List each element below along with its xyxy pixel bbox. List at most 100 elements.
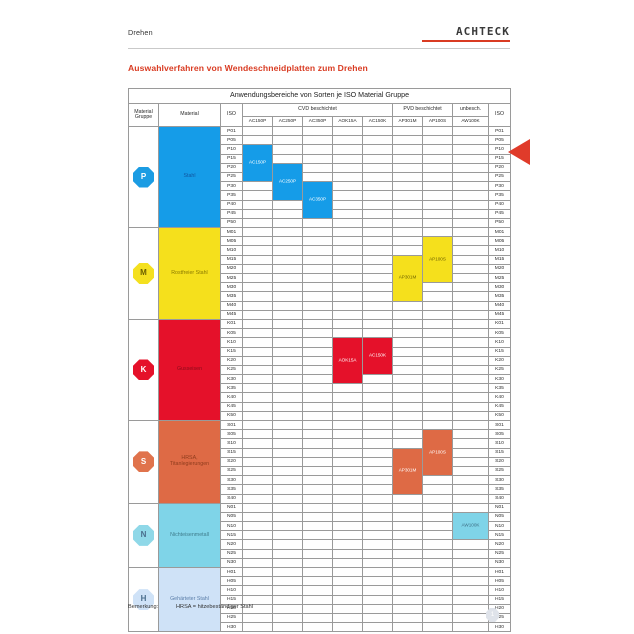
grade-cell-empty xyxy=(302,465,333,477)
grade-cell-empty xyxy=(422,291,453,302)
table-row: M Rostfreier Stahl M01 M01 xyxy=(128,227,512,320)
grade-cell-empty xyxy=(362,263,393,275)
grade-cell-empty xyxy=(392,594,423,605)
table-row: H30 H30 xyxy=(129,622,512,633)
grade-cell-empty xyxy=(392,171,423,183)
grade-cell-empty xyxy=(302,328,333,339)
grade-cell-empty xyxy=(242,622,273,633)
grade-cell-empty xyxy=(422,566,453,578)
grade-cell-empty xyxy=(272,263,303,275)
table-row: H15 H15 xyxy=(129,594,512,605)
table-row: P20 AC250P P20 xyxy=(129,162,512,201)
iso-code-left: P30 xyxy=(220,181,243,192)
grade-cell-empty xyxy=(272,383,303,394)
grade-cell-empty xyxy=(422,162,453,173)
grade-cell-empty xyxy=(302,153,333,164)
table-row: P15 P15 xyxy=(129,153,512,164)
grade-cell-empty xyxy=(302,144,333,155)
grade-cell-empty xyxy=(242,282,273,293)
iso-code-right: N30 xyxy=(487,557,512,569)
grade-cell-empty xyxy=(362,493,393,504)
grade-cell-empty xyxy=(422,511,453,523)
grade-cell-empty xyxy=(392,576,423,587)
iso-code-right: H15 xyxy=(487,594,512,605)
grade-cell-empty xyxy=(392,245,423,256)
grade-cell-empty xyxy=(272,355,303,366)
grade-cell-empty xyxy=(302,557,333,569)
grade-cell-empty xyxy=(302,125,333,137)
page-title: Auswahlverfahren von Wendeschneidplatten… xyxy=(128,63,368,73)
grade-cell-empty xyxy=(272,530,303,541)
grade-cell-empty xyxy=(272,511,303,523)
grade-cell-empty xyxy=(272,337,303,348)
iso-code-left: K10 xyxy=(220,337,243,348)
grade-cell-empty xyxy=(242,419,273,431)
table-row: N30 N30 xyxy=(129,557,512,569)
iso-code-left: S20 xyxy=(220,456,243,467)
grade-cell-empty xyxy=(332,383,363,394)
grade-cell-empty xyxy=(422,346,453,357)
iso-code-left: M05 xyxy=(220,236,243,247)
grade-cell-empty xyxy=(392,125,423,137)
grade-cell-empty xyxy=(242,236,273,247)
material-group-badge-k: K xyxy=(133,359,154,381)
iso-code-right: N20 xyxy=(487,539,512,550)
grade-cell-empty xyxy=(332,135,363,146)
table-row: N05 AW100K N05 xyxy=(129,511,512,541)
iso-code-right: M01 xyxy=(487,227,512,238)
grade-cell-empty xyxy=(272,328,303,339)
grade-cell-empty xyxy=(242,300,273,311)
grade-cell-empty xyxy=(392,346,423,357)
grade-cell-empty xyxy=(362,419,393,431)
grade-cell-empty xyxy=(362,162,393,173)
iso-code-left: M40 xyxy=(220,300,243,311)
grade-cell-empty xyxy=(332,502,363,513)
footer-note: Bemerkung: HRSA = hitzebeständiger Stahl xyxy=(128,604,510,610)
grade-cell-empty xyxy=(242,383,273,394)
grade-cell-empty xyxy=(302,456,333,467)
col-header-grade-ac150p: AC150P xyxy=(242,116,273,127)
iso-code-left: S05 xyxy=(220,429,243,440)
grade-cell-empty xyxy=(422,337,453,348)
grade-cell-empty xyxy=(272,153,303,164)
iso-code-right: S40 xyxy=(487,493,512,504)
grade-cell-empty xyxy=(302,300,333,311)
grade-cell-empty xyxy=(422,153,453,164)
grade-cell-empty xyxy=(332,171,363,183)
grade-cell-empty xyxy=(272,254,303,265)
grade-range-label: AC150P xyxy=(248,159,267,165)
grade-cell-empty xyxy=(302,447,333,458)
iso-code-right: K01 xyxy=(487,318,512,330)
iso-code-left: M15 xyxy=(220,254,243,265)
grade-cell-empty xyxy=(362,300,393,311)
material-name-cell-p: Stahl xyxy=(158,125,221,229)
grade-cell-empty xyxy=(392,162,423,173)
grade-cell-empty xyxy=(362,374,393,385)
grade-cell-empty xyxy=(452,346,489,357)
grade-cell-empty xyxy=(332,153,363,164)
side-tab-arrow-icon[interactable] xyxy=(508,139,530,165)
iso-code-left: K30 xyxy=(220,374,243,385)
grade-cell-empty xyxy=(242,585,273,596)
grade-cell-empty xyxy=(362,392,393,403)
grade-range-label: AOK15A xyxy=(338,357,357,363)
material-name-cell-s: HRSA, Titanlegierungen xyxy=(158,420,221,504)
grade-cell-empty xyxy=(272,521,303,532)
grade-cell-empty xyxy=(452,309,489,320)
grade-cell-empty xyxy=(332,465,363,477)
grade-cell-empty xyxy=(332,585,363,596)
iso-code-right: S05 xyxy=(487,429,512,440)
iso-code-left: P50 xyxy=(220,217,243,229)
grade-cell-empty xyxy=(302,521,333,532)
iso-code-left: P35 xyxy=(220,190,243,201)
grade-cell-empty xyxy=(302,410,333,422)
col-header-cvd: CVD beschichtet xyxy=(242,103,393,117)
grade-cell-empty xyxy=(272,291,303,302)
grade-cell-empty xyxy=(302,374,333,385)
iso-code-left: N25 xyxy=(220,548,243,559)
grade-cell-empty xyxy=(332,181,363,192)
grade-cell-empty xyxy=(332,125,363,137)
grade-cell-empty xyxy=(362,291,393,302)
grade-cell-empty xyxy=(302,530,333,541)
table-row: K20 K20 xyxy=(129,355,512,366)
